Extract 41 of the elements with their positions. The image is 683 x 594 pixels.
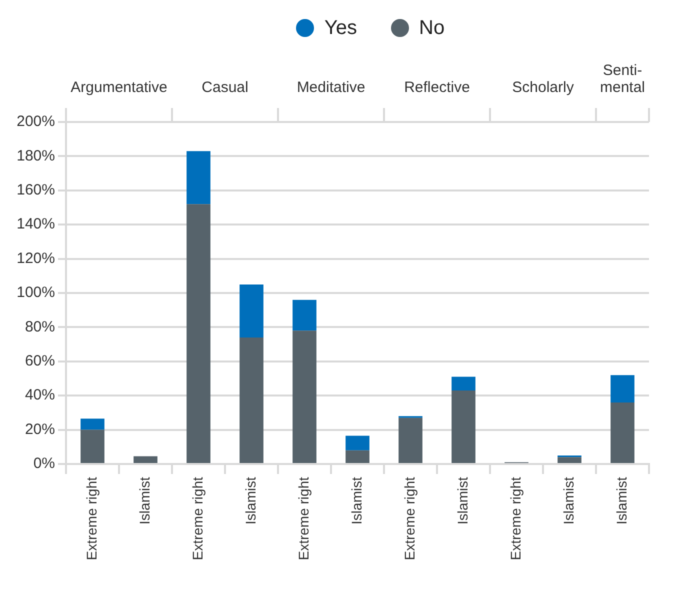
y-tick-label: 40% [24, 386, 55, 404]
x-tick-label: Extreme right [83, 476, 100, 560]
y-tick-label: 0% [33, 455, 55, 472]
bar [452, 376, 476, 390]
bar [452, 390, 476, 463]
chart-title: Argumentative [70, 79, 168, 96]
chart-title: Scholarly [512, 79, 574, 96]
bar [186, 151, 210, 204]
bar [398, 418, 422, 463]
y-tick-label: 180% [16, 147, 55, 164]
bar [186, 204, 210, 463]
x-tick-label: Islamist [136, 476, 152, 524]
y-tick-label: 200% [16, 113, 55, 130]
bar [240, 337, 264, 463]
y-tick-label: 160% [16, 182, 55, 199]
legend-label: No [419, 16, 445, 40]
chart-title: Reflective [404, 79, 470, 96]
y-tick-label: 140% [16, 216, 55, 233]
x-tick-label: Extreme right [507, 476, 524, 560]
x-tick-label: Extreme right [189, 476, 206, 560]
x-tick-label: Islamist [613, 476, 630, 524]
x-tick-label: Islamist [560, 476, 576, 524]
y-tick-label: 120% [16, 250, 55, 267]
bar [240, 284, 264, 338]
y-tick-label: 60% [24, 352, 55, 370]
chart-title: Meditative [296, 79, 366, 96]
x-tick-label: Islamist [242, 476, 258, 524]
x-tick-label: Extreme right [295, 476, 312, 560]
bar [346, 450, 370, 463]
y-tick-label: 100% [16, 284, 55, 302]
x-tick-label: Extreme right [401, 476, 418, 560]
chart-title: Casual [202, 79, 248, 96]
bar [292, 300, 316, 331]
x-tick-label: Islamist [454, 476, 470, 524]
legend-label: Yes [324, 16, 358, 40]
x-tick-label: Islamist [348, 476, 364, 524]
chart-title: Senti- mental [600, 62, 646, 96]
y-tick-label: 80% [24, 318, 55, 336]
y-tick-label: 20% [24, 420, 55, 438]
bar [346, 436, 370, 450]
bar [292, 330, 316, 463]
